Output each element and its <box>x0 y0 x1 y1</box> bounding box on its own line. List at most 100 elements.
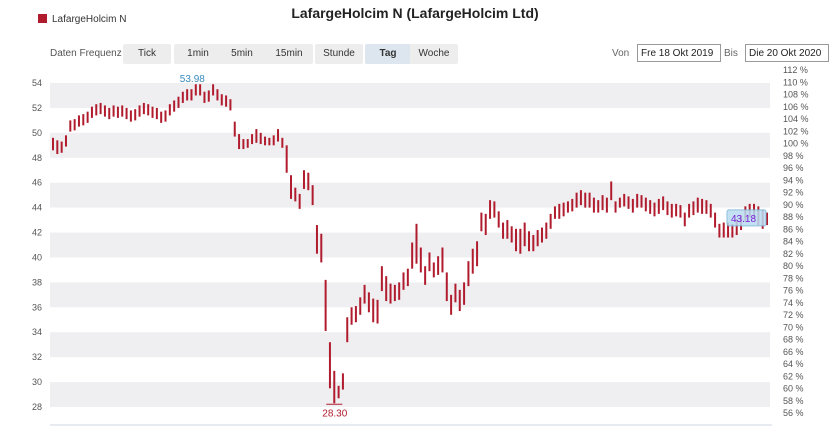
price-bar <box>605 197 608 213</box>
price-bar <box>285 145 288 173</box>
price-bar <box>207 90 210 102</box>
right-tick-label: 84 % <box>783 237 804 247</box>
price-bar <box>359 297 362 315</box>
price-bar <box>216 89 219 101</box>
frequency-button-tag[interactable]: Tag <box>365 44 411 64</box>
frequency-button-5min[interactable]: 5min <box>218 44 266 64</box>
from-date-input[interactable] <box>637 44 721 62</box>
frequency-label: Daten Frequenz <box>50 48 122 59</box>
price-bar <box>566 201 569 213</box>
price-bar <box>251 134 254 145</box>
frequency-button-1min[interactable]: 1min <box>174 44 222 64</box>
price-bar <box>683 212 686 227</box>
price-bar <box>320 233 323 263</box>
price-bar <box>558 203 561 219</box>
price-bar <box>610 181 613 201</box>
price-bar <box>415 223 418 264</box>
price-bar <box>372 298 375 323</box>
grid-band <box>50 232 770 258</box>
left-tick-label: 40 <box>32 252 42 262</box>
price-bar <box>190 89 193 101</box>
price-bar <box>354 306 357 323</box>
frequency-button-15min[interactable]: 15min <box>265 44 313 64</box>
right-tick-label: 96 % <box>783 163 804 173</box>
price-bar <box>142 102 145 115</box>
frequency-button-tick[interactable]: Tick <box>123 44 171 64</box>
price-bar <box>56 140 59 155</box>
last-price-box <box>726 209 767 227</box>
price-bar <box>497 211 500 228</box>
grid-band <box>50 83 770 108</box>
left-tick-label: 32 <box>32 352 42 362</box>
price-bar <box>311 185 314 206</box>
left-tick-label: 36 <box>32 302 42 312</box>
to-label: Bis <box>724 48 738 59</box>
price-bar <box>52 137 54 151</box>
price-bar <box>73 119 76 131</box>
price-bar <box>246 139 249 148</box>
price-bar <box>86 111 89 123</box>
price-bar <box>160 111 163 123</box>
price-bar <box>147 104 150 116</box>
left-tick-label: 34 <box>32 327 42 337</box>
right-tick-label: 82 % <box>783 249 804 259</box>
price-bar <box>722 222 725 238</box>
price-bar <box>367 292 370 313</box>
price-bar <box>701 198 704 214</box>
grid-band <box>50 332 770 358</box>
right-tick-label: 112 % <box>783 65 808 75</box>
price-bar <box>471 248 474 274</box>
to-date-input[interactable] <box>745 44 829 62</box>
price-bar <box>644 197 647 212</box>
price-bar <box>380 266 383 292</box>
right-tick-label: 100 % <box>783 139 809 149</box>
price-bar <box>553 206 556 219</box>
left-tick-label: 54 <box>32 78 42 88</box>
price-bar <box>627 196 630 209</box>
price-bar <box>679 205 682 218</box>
right-tick-label: 98 % <box>783 151 804 161</box>
right-tick-label: 60 % <box>783 384 804 394</box>
price-bar <box>510 226 513 243</box>
price-bar <box>597 200 600 213</box>
price-bar <box>766 212 768 226</box>
price-bar <box>406 268 409 287</box>
right-tick-label: 104 % <box>783 114 809 124</box>
right-tick-label: 78 % <box>783 273 804 283</box>
price-bar <box>60 141 63 153</box>
price-bar <box>727 222 730 238</box>
price-bar <box>532 235 535 252</box>
price-bar <box>229 99 232 111</box>
price-bar <box>103 105 106 117</box>
price-bar <box>393 284 396 302</box>
price-bar <box>441 247 444 273</box>
right-tick-label: 64 % <box>783 359 804 369</box>
price-bar <box>155 107 158 120</box>
price-bar <box>424 266 427 285</box>
legend: LafargeHolcim N <box>38 14 126 25</box>
left-tick-label: 48 <box>32 153 42 163</box>
price-bar <box>714 212 717 228</box>
price-bar <box>302 170 305 189</box>
price-bar <box>536 230 539 247</box>
price-bar <box>476 241 479 267</box>
price-bar <box>298 193 301 209</box>
price-bar <box>116 106 119 118</box>
price-bar <box>333 370 336 404</box>
price-bar <box>90 106 93 118</box>
right-tick-label: 92 % <box>783 188 804 198</box>
price-bar <box>181 91 184 103</box>
frequency-button-woche[interactable]: Woche <box>410 44 458 64</box>
right-tick-label: 94 % <box>783 175 804 185</box>
frequency-button-stunde[interactable]: Stunde <box>315 44 363 64</box>
price-bar <box>579 190 582 206</box>
right-tick-label: 106 % <box>783 102 809 112</box>
price-bar <box>519 228 522 254</box>
price-bar <box>363 284 366 304</box>
grid-band <box>50 382 770 407</box>
price-bar <box>151 106 154 118</box>
price-bar <box>82 114 85 126</box>
price-bar <box>601 195 604 211</box>
price-bar <box>238 134 241 150</box>
